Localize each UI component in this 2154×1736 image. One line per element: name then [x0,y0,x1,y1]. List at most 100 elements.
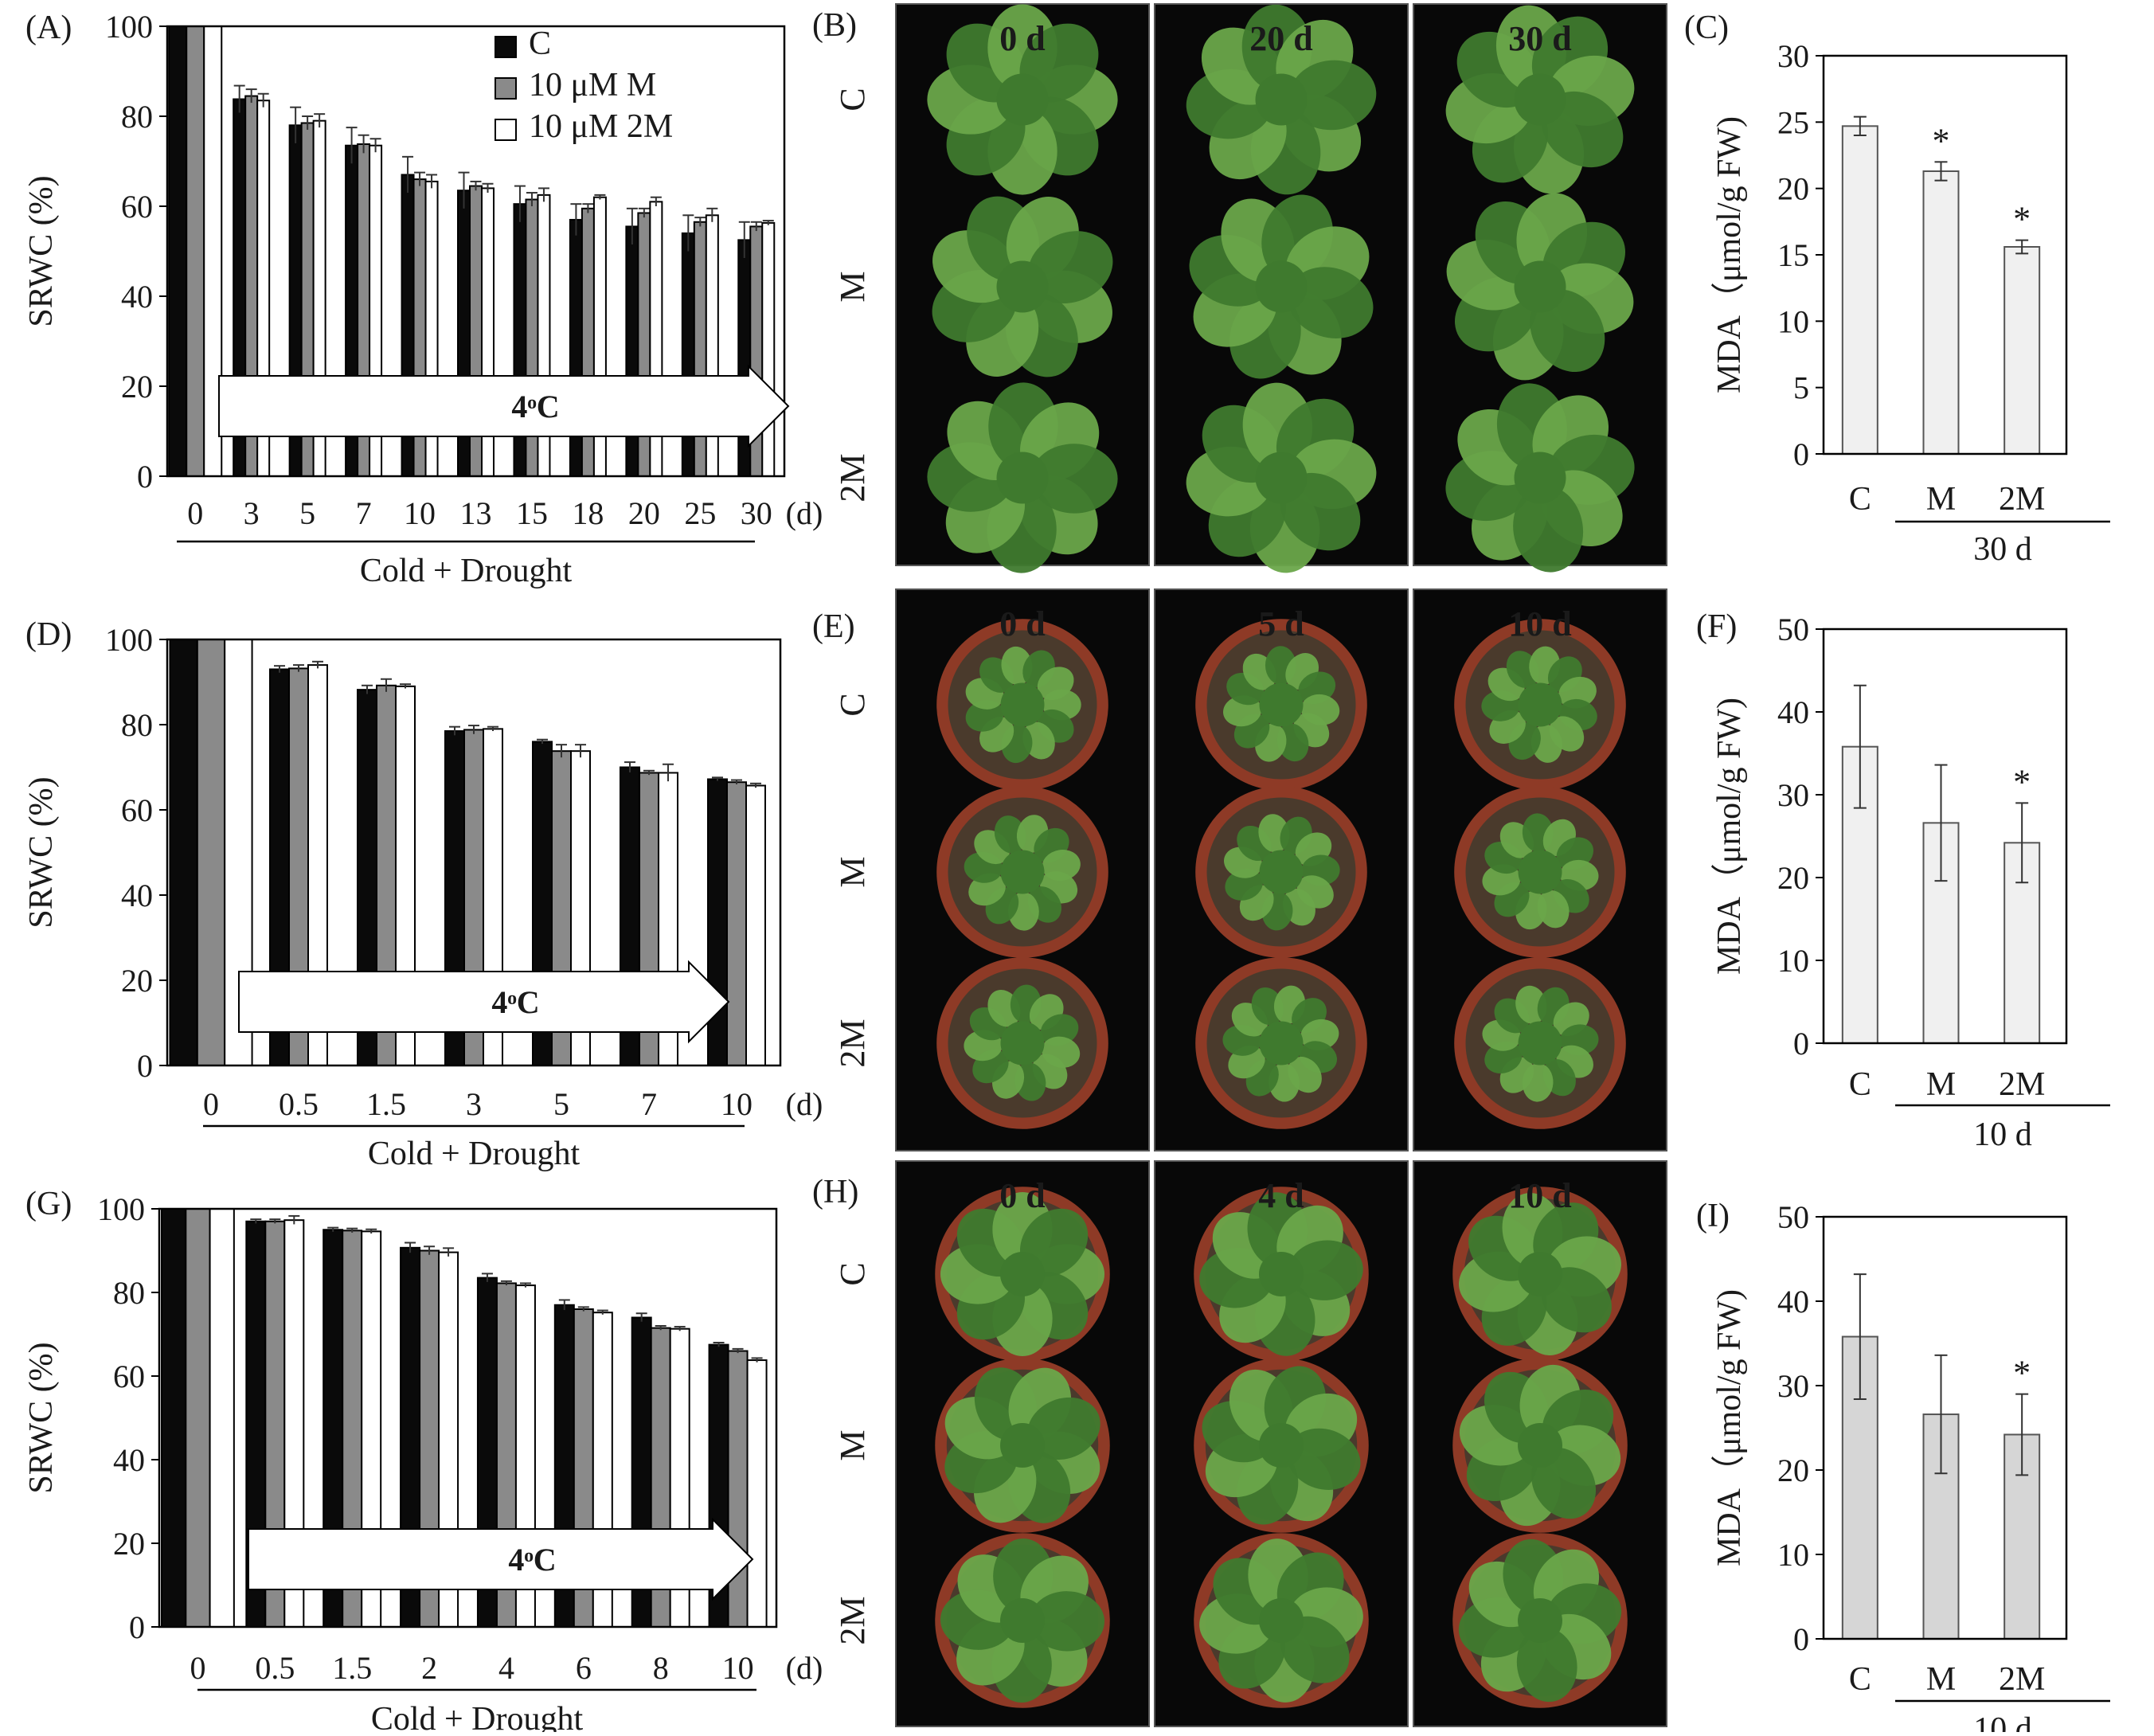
cold-arrow [238,960,730,1044]
panel-label: (I) [1696,1198,1730,1234]
x-tick-label: M [1926,481,1956,518]
y-tick-label: 0 [129,1609,145,1645]
photo-panel-H: (H) C M 2M 0 d 4 d 10 d [812,1160,1667,1727]
y-tick-label: 20 [121,369,153,405]
cold-annotation: 4ᵒC [491,984,539,1020]
row-label: 2M [833,1596,872,1644]
leaf-center [1518,682,1562,727]
bar-M [1922,170,1960,455]
x-tick-label: C [1849,1661,1871,1698]
y-tick-label: 10 [1777,1537,1809,1573]
leaf-center [1259,682,1304,727]
row-label: M [833,1429,872,1460]
bar-2M [209,1208,235,1628]
day-label: 10 d [1508,604,1571,643]
legend-label: 10 μM 2M [529,108,673,145]
leaf-center [1000,1423,1045,1468]
bar-M [186,25,205,477]
x-tick-label: 0.5 [255,1650,295,1686]
leaf-center [996,452,1049,504]
x-axis-label: 10 d [1973,1711,2032,1732]
bar-2M [761,221,776,477]
y-tick-label: 0 [137,459,153,495]
x-tick-label: 2M [1999,1661,2045,1698]
photo-tile: 0 d [895,588,1150,1151]
plot-frame [166,25,786,478]
x-axis-label: Cold + Drought [368,1136,581,1172]
day-label: 20 d [1249,19,1312,58]
photo-tile: 30 d [1413,3,1667,573]
photo-tile: 10 d [1413,588,1667,1151]
y-tick-label: 20 [1777,1453,1809,1488]
leaf-center [1259,1252,1304,1296]
leaf [1040,1014,1079,1046]
row-label: C [833,1262,872,1285]
panel-label: (E) [812,608,855,645]
row-label: 2M [833,1019,872,1067]
significance-mark: * [2013,762,2031,801]
x-tick-label: 10 [721,1086,753,1122]
panel-label: (B) [812,7,857,44]
bar-C [707,778,728,1066]
y-axis-label: SRWC (%) [23,175,60,326]
y-tick-label: 20 [121,963,153,999]
leaf-center [1000,850,1045,894]
photo-panel-B: (B) C M 2M 0 d 20 d 30 d [812,3,1667,573]
y-axis-label: SRWC (%) [23,1342,60,1493]
y-tick-label: 25 [1777,104,1809,140]
leaf [994,815,1026,854]
x-tick-label: 7 [641,1086,657,1122]
x-tick-label: 1.5 [332,1650,372,1686]
x-axis-label: Cold + Drought [360,553,573,589]
significance-mark: * [2013,200,2031,239]
row-label: C [833,693,872,716]
leaf [1289,60,1377,131]
leaf [1288,1057,1322,1093]
day-label: 5 d [1258,604,1304,643]
y-tick-label: 40 [113,1442,145,1478]
x-tick-label: 10 [722,1650,754,1686]
bar-C [161,1208,187,1628]
bar-C [681,232,695,477]
y-tick-label: 100 [97,1191,145,1227]
leaf-center [1518,1252,1562,1296]
y-tick-label: 80 [113,1275,145,1311]
y-tick-label: 50 [1777,612,1809,647]
x-tick-label: 13 [460,495,492,531]
y-tick-label: 0 [1793,1026,1809,1062]
legend-swatch [495,119,517,141]
cold-arrow [218,364,790,448]
day-label: 0 d [999,1176,1045,1215]
leaf-center [1514,260,1566,313]
leaf [1042,850,1081,882]
y-tick-label: 20 [1777,171,1809,207]
leaf [1288,267,1374,338]
y-tick-label: 40 [121,279,153,315]
leaf-center [1518,1021,1562,1065]
leaf-center [996,260,1049,313]
leaf-center [1000,682,1045,727]
plot-frame [1822,628,2068,1045]
bar-C [169,639,198,1066]
plot-frame [1822,54,2068,456]
y-tick-label: 60 [121,792,153,828]
x-tick-label: 15 [516,495,548,531]
x-tick-label: 8 [653,1650,669,1686]
plot-frame [166,638,782,1067]
x-tick-label: 18 [572,495,604,531]
x-tick-label: 25 [684,495,716,531]
y-tick-label: 40 [121,878,153,913]
leaf [1028,231,1113,303]
x-axis-label: 10 d [1973,1116,2032,1153]
photo-tile: 5 d [1154,588,1409,1151]
leaf-center [1000,1598,1045,1643]
leaf [1287,1428,1361,1490]
leaf [1513,485,1584,573]
leaf [1251,987,1284,1026]
y-tick-label: 100 [105,9,153,45]
y-tick-label: 100 [105,622,153,658]
leaf-center [1514,452,1566,504]
bar-M [185,1208,211,1628]
leaf-center [1518,1423,1562,1468]
y-tick-label: 0 [1793,436,1809,472]
